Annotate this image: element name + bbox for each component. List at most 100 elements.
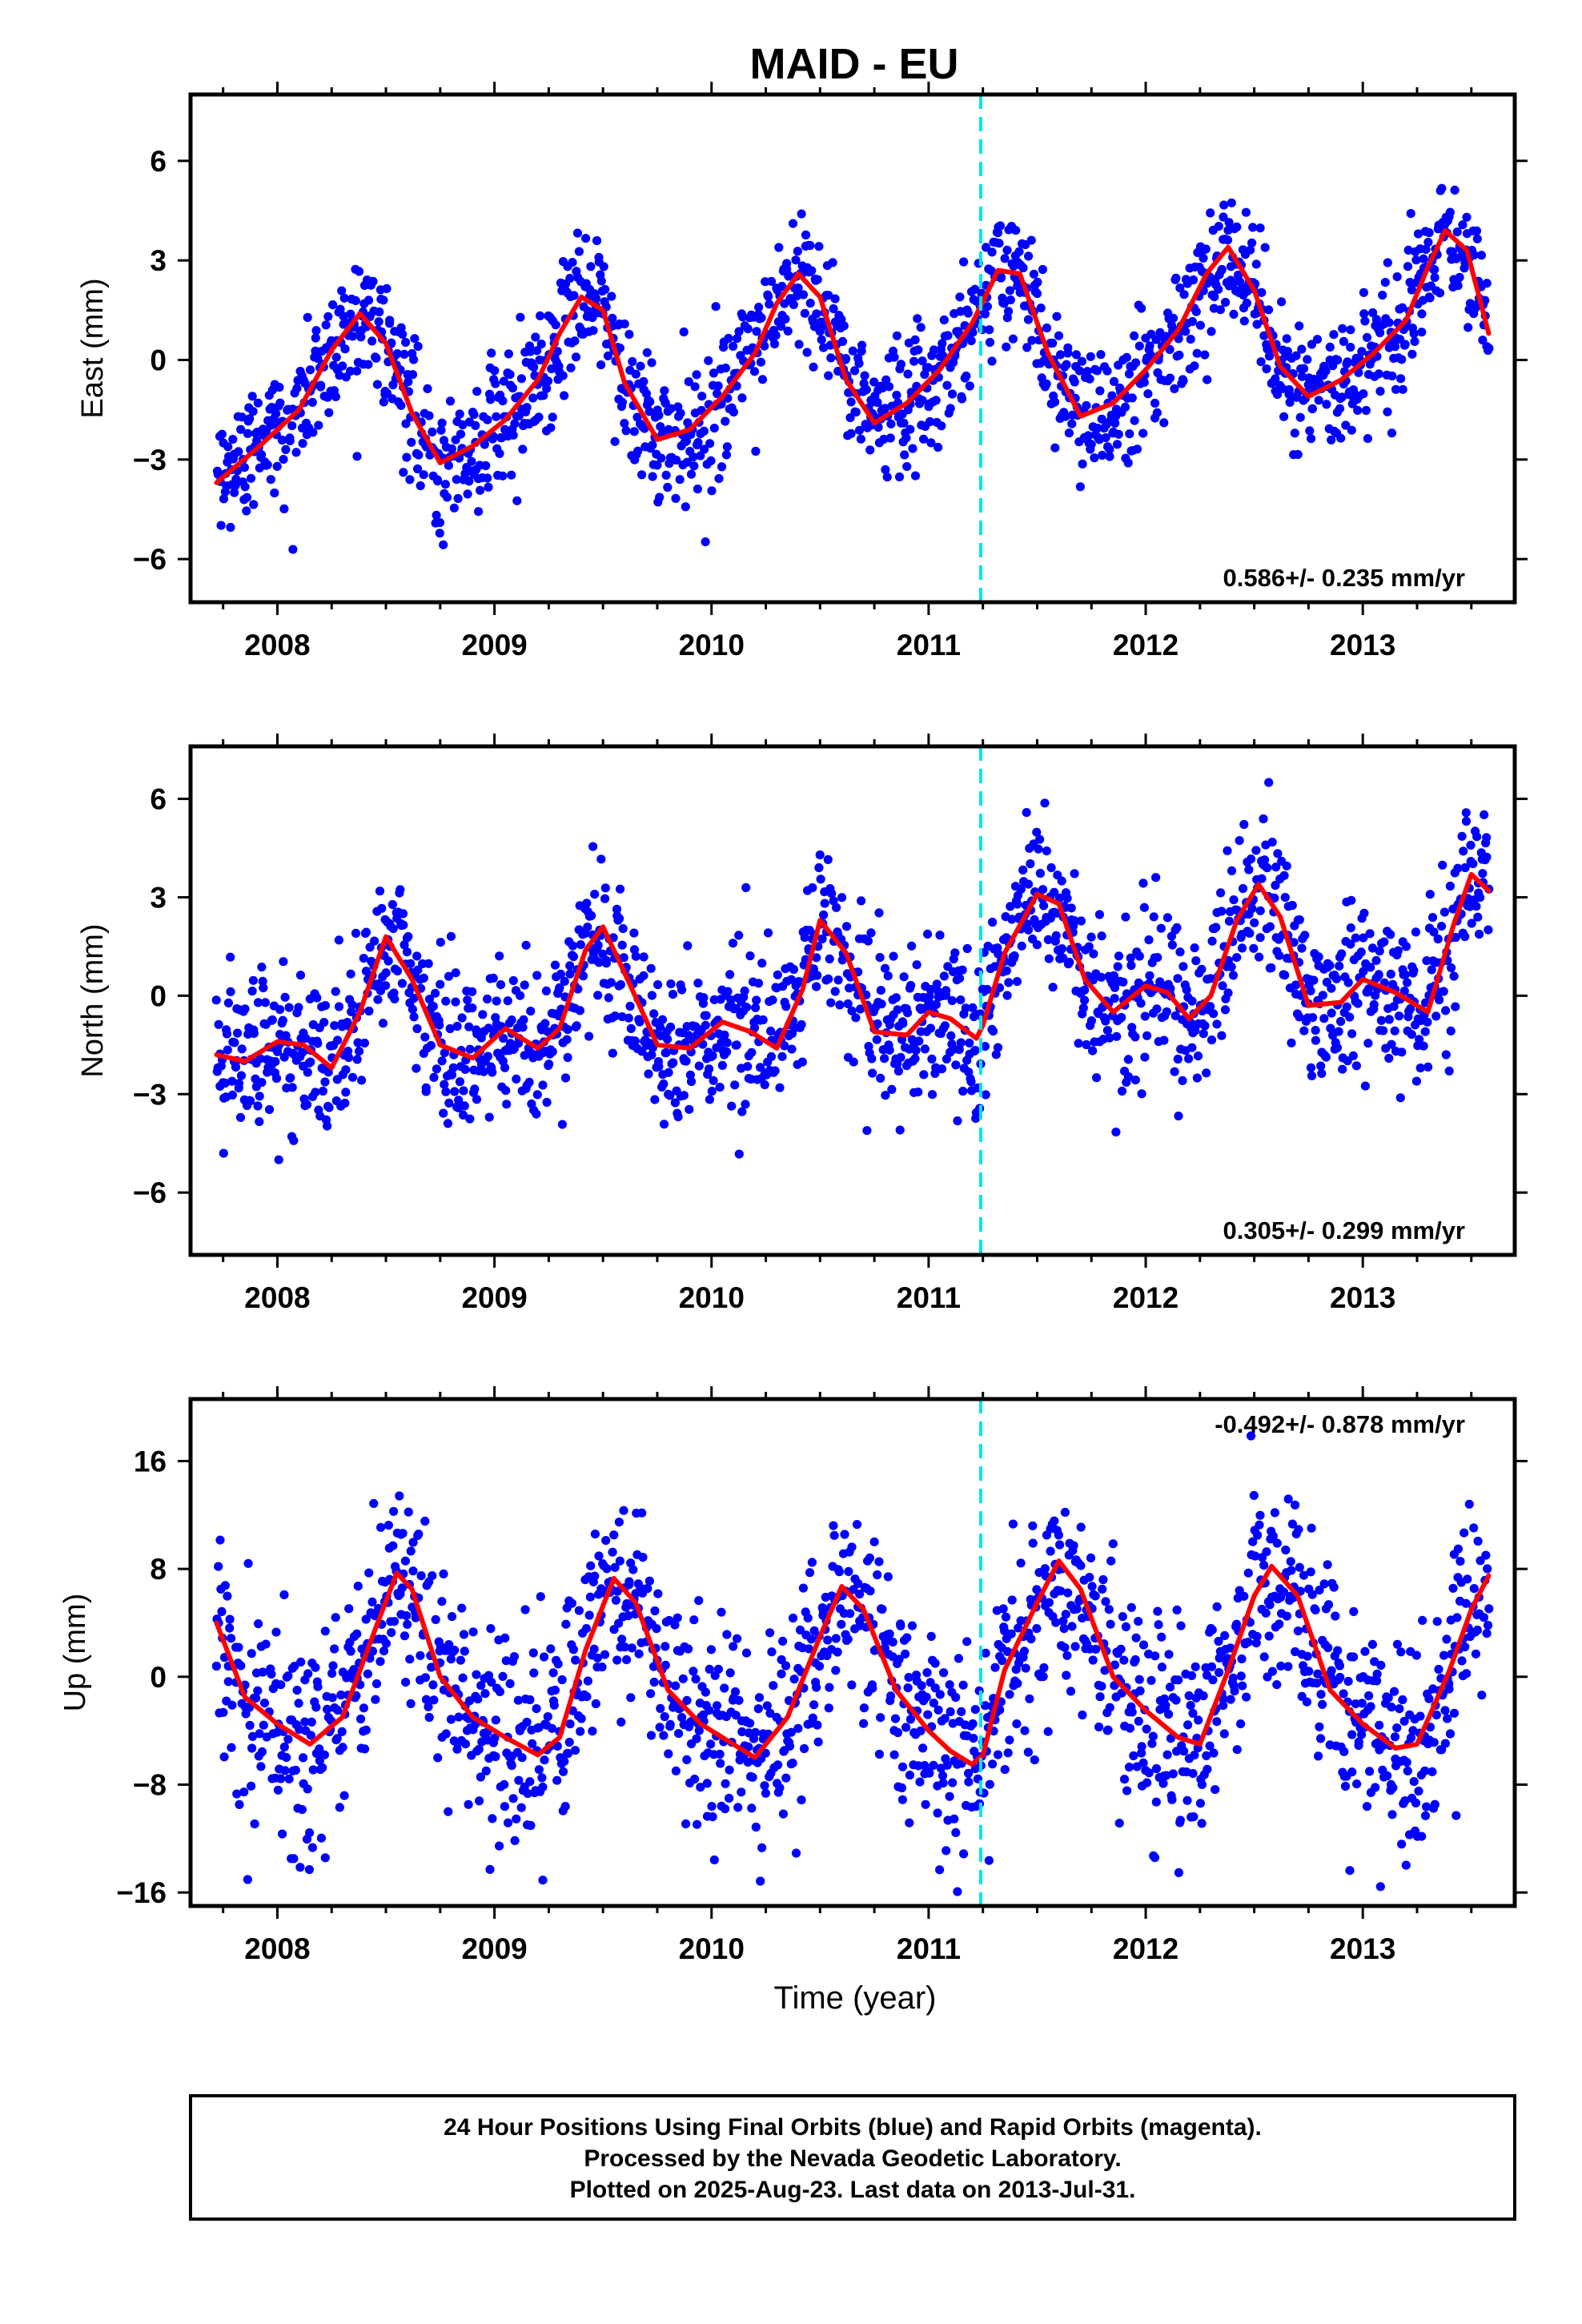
east-point (886, 419, 896, 429)
north-point (824, 974, 833, 983)
north-point (271, 1074, 282, 1084)
east-point (1368, 308, 1378, 318)
north-point (1451, 1002, 1460, 1011)
east-point (514, 411, 524, 421)
north-point (753, 979, 764, 988)
north-point (413, 965, 423, 975)
north-point (1202, 1068, 1211, 1078)
east-y-tick-label: 6 (150, 145, 167, 178)
east-point (970, 284, 980, 294)
north-point (542, 1097, 552, 1108)
up-point (874, 1557, 884, 1566)
up-point (389, 1617, 400, 1626)
north-point (419, 973, 428, 983)
north-point (495, 951, 504, 961)
up-point (1372, 1676, 1382, 1686)
east-point (692, 370, 701, 380)
north-point (1271, 880, 1280, 891)
up-point (1039, 1663, 1049, 1673)
north-point (448, 1063, 458, 1072)
east-point (722, 442, 733, 452)
east-point (848, 346, 857, 356)
up-point (1062, 1651, 1072, 1660)
east-point (532, 346, 542, 356)
up-point (589, 1644, 599, 1654)
up-point (1415, 1711, 1425, 1721)
north-point (1110, 994, 1119, 1003)
east-point (861, 385, 871, 395)
north-point (588, 842, 598, 851)
up-point (1095, 1692, 1105, 1702)
up-point (1130, 1655, 1140, 1665)
north-point (1369, 999, 1379, 1010)
east-point (994, 239, 1004, 248)
up-point (514, 1775, 524, 1785)
north-point (847, 1006, 857, 1015)
east-point (1380, 278, 1390, 287)
north-point (1048, 983, 1058, 992)
east-point (729, 341, 738, 351)
up-point (516, 1803, 526, 1812)
east-point (985, 325, 994, 335)
up-point (902, 1633, 912, 1642)
up-point (918, 1743, 928, 1753)
up-point (363, 1669, 372, 1679)
up-point (500, 1633, 510, 1642)
north-point (463, 995, 472, 1005)
up-point (1203, 1764, 1212, 1774)
north-point (441, 1087, 451, 1096)
north-point (993, 1043, 1003, 1052)
up-point (626, 1693, 636, 1703)
east-point (752, 327, 761, 336)
east-x-tick-label: 2009 (461, 629, 527, 661)
east-point (757, 313, 766, 323)
north-point (258, 976, 267, 986)
north-point (583, 923, 592, 932)
north-point (655, 1022, 665, 1031)
north-point (1040, 798, 1050, 808)
up-point (788, 1759, 797, 1768)
east-point (1264, 352, 1275, 361)
north-point (659, 1079, 669, 1089)
east-point (963, 308, 973, 318)
north-point (439, 1108, 448, 1118)
north-point (1379, 1026, 1388, 1035)
up-point (1174, 1675, 1183, 1685)
up-point (1460, 1642, 1470, 1652)
up-point (823, 1635, 833, 1645)
north-point (664, 1068, 673, 1077)
north-point (364, 1006, 374, 1016)
north-point (1127, 1023, 1137, 1032)
north-point (752, 995, 761, 1005)
north-point (1170, 1011, 1180, 1020)
north-point (246, 1096, 255, 1106)
up-point (1054, 1530, 1063, 1540)
up-point (930, 1683, 940, 1693)
up-point (1287, 1519, 1297, 1529)
east-point (1391, 384, 1401, 394)
north-point (717, 1060, 728, 1070)
east-point (717, 462, 727, 472)
north-point (1459, 846, 1468, 856)
east-point (512, 496, 522, 505)
east-point (1305, 426, 1315, 436)
north-point (1390, 1026, 1399, 1035)
north-point (630, 1036, 640, 1046)
north-point (843, 999, 853, 1009)
up-point (1375, 1720, 1384, 1730)
up-point (586, 1561, 596, 1570)
east-point (596, 360, 606, 370)
east-point (1032, 289, 1042, 299)
east-point (321, 320, 331, 330)
east-point (285, 436, 295, 446)
up-point (1146, 1675, 1156, 1685)
up-point (1333, 1646, 1343, 1655)
north-point (1259, 855, 1270, 865)
east-point (1403, 245, 1413, 255)
up-point (546, 1644, 556, 1654)
east-point (1453, 281, 1463, 291)
east-point (1168, 313, 1178, 323)
north-point (926, 984, 935, 995)
east-point (1248, 223, 1258, 232)
north-point (257, 1078, 267, 1088)
